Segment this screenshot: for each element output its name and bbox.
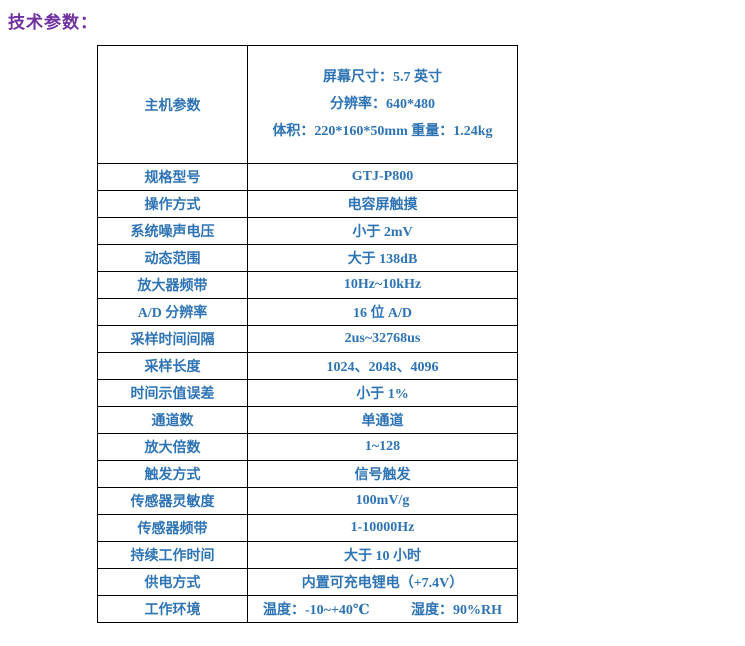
param-label: 工作环境 [97, 595, 248, 623]
param-value: 温度：-10~+40℃ 湿度：90%RH [247, 595, 518, 623]
param-label: 放大倍数 [97, 433, 248, 461]
param-label: 触发方式 [97, 460, 248, 488]
param-label: 通道数 [97, 406, 248, 434]
param-value: 1024、2048、4096 [247, 352, 518, 380]
table-row: 规格型号 GTJ-P800 [97, 163, 518, 191]
table-row: 传感器灵敏度 100mV/g [97, 487, 518, 515]
table-row: 传感器频带 1-10000Hz [97, 514, 518, 542]
param-value: 单通道 [247, 406, 518, 434]
param-value: 2us~32768us [247, 325, 518, 353]
param-label: 规格型号 [97, 163, 248, 191]
param-label: 动态范围 [97, 244, 248, 272]
param-value: 信号触发 [247, 460, 518, 488]
param-value: 大于 138dB [247, 244, 518, 272]
env-row-container: 工作环境 温度：-10~+40℃ 湿度：90%RH [97, 595, 518, 623]
param-label: 操作方式 [97, 190, 248, 218]
table-row: 系统噪声电压 小于 2mV [97, 217, 518, 245]
param-label: 系统噪声电压 [97, 217, 248, 245]
param-label: 采样长度 [97, 352, 248, 380]
table-row: 通道数 单通道 [97, 406, 518, 434]
param-label: 时间示值误差 [97, 379, 248, 407]
param-label: 持续工作时间 [97, 541, 248, 569]
param-value: 内置可充电锂电（+7.4V） [247, 568, 518, 596]
table-row: A/D 分辨率 16 位 A/D [97, 298, 518, 326]
table-row: 动态范围 大于 138dB [97, 244, 518, 272]
param-label: 放大器频带 [97, 271, 248, 299]
param-value: GTJ-P800 [247, 163, 518, 191]
env-temperature: 温度：-10~+40℃ [263, 603, 370, 618]
param-label: 传感器灵敏度 [97, 487, 248, 515]
table-row: 采样长度 1024、2048、4096 [97, 352, 518, 380]
param-value: 100mV/g [247, 487, 518, 515]
env-humidity: 湿度：90%RH [411, 603, 502, 618]
param-value: 1-10000Hz [247, 514, 518, 542]
main-param-line-resolution: 分辨率：640*480 [330, 97, 435, 112]
param-value: 16 位 A/D [247, 298, 518, 326]
table-row: 采样时间间隔 2us~32768us [97, 325, 518, 353]
param-label: 传感器频带 [97, 514, 248, 542]
table-row: 放大器频带 10Hz~10kHz [97, 271, 518, 299]
param-label: A/D 分辨率 [97, 298, 248, 326]
table-row: 放大倍数 1~128 [97, 433, 518, 461]
main-param-line-screen: 屏幕尺寸：5.7 英寸 [323, 70, 442, 85]
table-row-environment: 工作环境 温度：-10~+40℃ 湿度：90%RH [97, 595, 518, 623]
table-row-main: 主机参数 屏幕尺寸：5.7 英寸 分辨率：640*480 体积：220*160*… [97, 45, 518, 164]
param-label: 供电方式 [97, 568, 248, 596]
param-value: 大于 10 小时 [247, 541, 518, 569]
param-value: 电容屏触摸 [247, 190, 518, 218]
param-value: 小于 1% [247, 379, 518, 407]
param-value: 1~128 [247, 433, 518, 461]
param-label: 采样时间间隔 [97, 325, 248, 353]
table-row: 持续工作时间 大于 10 小时 [97, 541, 518, 569]
spec-table: 主机参数 屏幕尺寸：5.7 英寸 分辨率：640*480 体积：220*160*… [97, 45, 518, 623]
page-title: 技术参数： [8, 13, 98, 32]
table-row: 供电方式 内置可充电锂电（+7.4V） [97, 568, 518, 596]
main-param-line-size-weight: 体积：220*160*50mm 重量：1.24kg [272, 124, 493, 139]
table-row: 触发方式 信号触发 [97, 460, 518, 488]
table-row: 操作方式 电容屏触摸 [97, 190, 518, 218]
param-value: 屏幕尺寸：5.7 英寸 分辨率：640*480 体积：220*160*50mm … [247, 45, 518, 164]
param-label: 主机参数 [97, 45, 248, 164]
param-value: 小于 2mV [247, 217, 518, 245]
param-value: 10Hz~10kHz [247, 271, 518, 299]
table-row: 时间示值误差 小于 1% [97, 379, 518, 407]
